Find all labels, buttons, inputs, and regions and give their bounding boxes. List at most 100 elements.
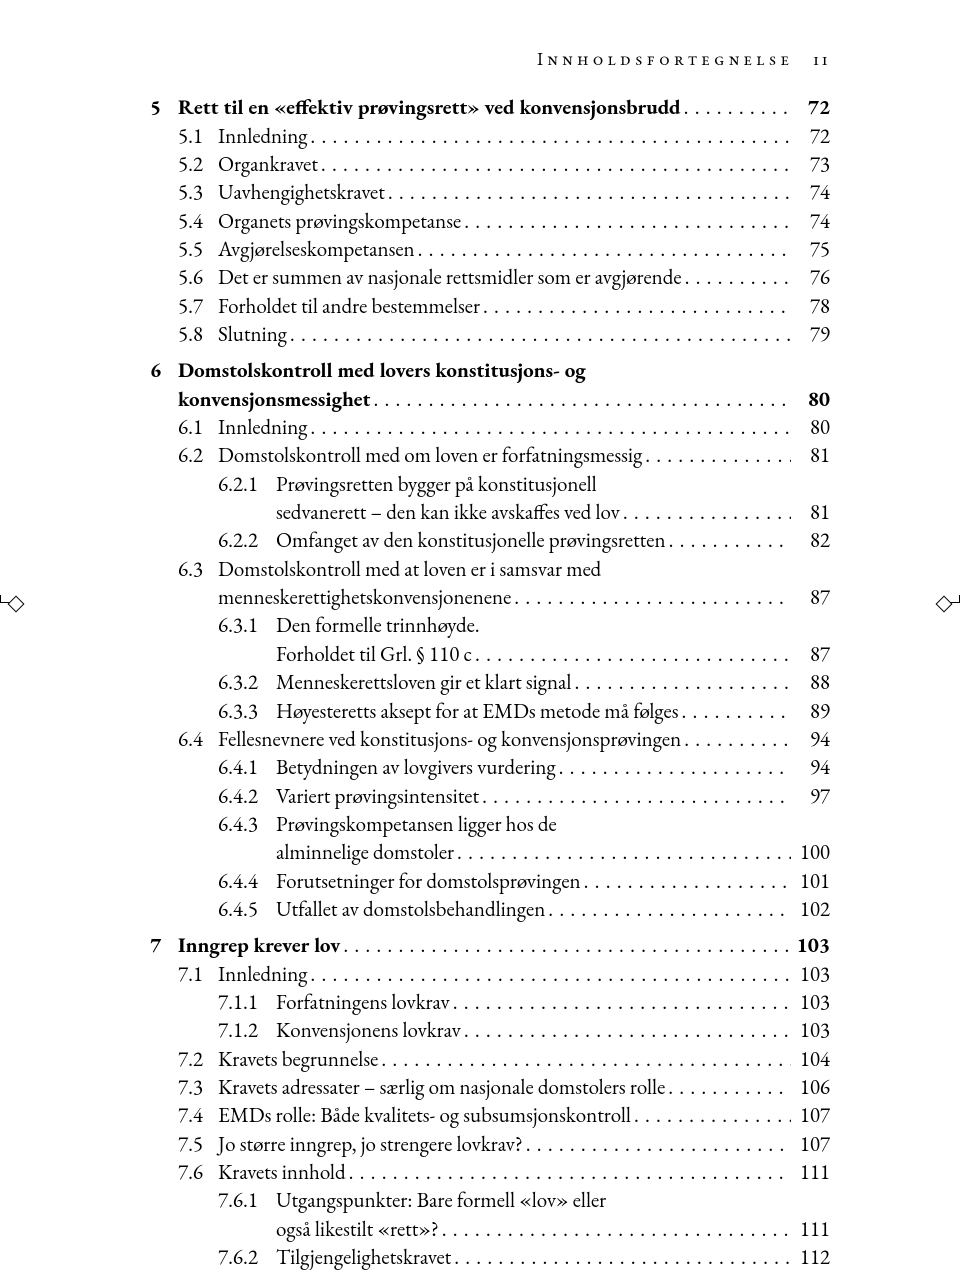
toc-entry-page: 107 [794,1131,830,1159]
toc-entry-number: 6.4 [178,726,218,754]
toc-entry-title: Organets prøvingskompetanse [218,208,461,236]
toc-entry-number: 5.3 [178,179,218,207]
header-page-number: 11 [813,48,830,71]
toc-leader-dots [349,1159,791,1187]
toc-entry-title: Forholdet til andre bestemmelser [218,293,480,321]
toc-entry-page: 106 [794,1074,830,1102]
toc-entry: 7Inngrep krever lov103 [150,932,830,960]
toc-entry-page: 88 [794,669,830,697]
table-of-contents: 5Rett til en «effektiv prøvingsrett» ved… [150,94,830,1272]
toc-entry-page: 102 [794,896,830,924]
toc-entry-page: 76 [794,264,830,292]
toc-entry-title: Domstolskontroll med at loven er i samsv… [218,556,601,584]
toc-leader-dots [526,1131,791,1159]
toc-entry-title: EMDs rolle: Både kvalitets- og subsumsjo… [218,1102,631,1130]
toc-entry-number: 6.4.5 [218,896,276,924]
toc-entry-title: Kravets begrunnelse [218,1046,378,1074]
toc-entry: 5.5Avgjørelseskompetansen 75 [178,236,830,264]
crop-mark-left [0,602,18,613]
toc-entry-page: 103 [794,989,830,1017]
toc-entry-number: 5.7 [178,293,218,321]
toc-entry-title: konvensjonsmessighet [178,386,370,414]
toc-entry-number: 5.5 [178,236,218,264]
toc-entry: 6.3Domstolskontroll med at loven er i sa… [178,556,830,584]
toc-entry-page: 78 [794,293,830,321]
toc-entry: 7.1.1Forfatningens lovkrav103 [218,989,830,1017]
toc-leader-dots [482,783,791,811]
toc-entry-title: Rett til en «effektiv prøvingsrett» ved … [178,94,681,122]
toc-leader-dots [381,1046,791,1074]
toc-entry: 6.4.3Prøvingskompetansen ligger hos de [218,811,830,839]
toc-entry-page: 75 [794,236,830,264]
toc-entry-page: 101 [794,868,830,896]
toc-entry-number: 6.4.1 [218,754,276,782]
toc-entry-title: Utfallet av domstolsbehandlingen [276,896,545,924]
toc-entry: 7.4EMDs rolle: Både kvalitets- og subsum… [178,1102,830,1130]
toc-entry: 5.2Organkravet73 [178,151,830,179]
toc-leader-dots [669,527,791,555]
toc-page: Innholdsfortegnelse 11 5Rett til en «eff… [0,0,960,1215]
toc-entry-title: Kravets innhold [218,1159,346,1187]
toc-leader-dots [457,839,791,867]
toc-leader-dots [684,94,791,122]
toc-entry-page: 80 [794,414,830,442]
toc-entry: 7.6.1Utgangspunkter: Bare formell «lov» … [218,1187,830,1215]
toc-entry-title: Jo større inngrep, jo strengere lovkrav? [218,1131,523,1159]
toc-entry: konvensjonsmessighet80 [150,386,830,414]
toc-entry-title: Innledning [218,961,307,989]
toc-entry: 6.4.4Forutsetninger for domstolsprøvinge… [218,868,830,896]
toc-entry-page: 103 [794,932,830,960]
toc-entry-number: 5.1 [178,123,218,151]
toc-entry-number: 7.1 [178,961,218,989]
toc-entry: 7.1.2Konvensjonens lovkrav103 [218,1017,830,1045]
toc-entry-page: 73 [794,151,830,179]
toc-entry: 7.1Innledning103 [178,961,830,989]
toc-entry-page: 81 [794,442,830,470]
header-title: Innholdsfortegnelse [537,48,793,71]
toc-entry-number: 7.5 [178,1131,218,1159]
toc-leader-dots [418,236,791,264]
toc-entry-number: 7 [150,932,178,960]
toc-entry: 6.2.2Omfanget av den konstitusjonelle pr… [218,527,830,555]
toc-entry-number: 7.6.2 [218,1244,276,1272]
toc-entry-title: Innledning [218,414,307,442]
toc-entry-page: 94 [794,726,830,754]
toc-entry-title: Avgjørelseskompetansen [218,236,415,264]
toc-leader-dots [684,726,791,754]
toc-entry-page: 87 [794,641,830,669]
toc-entry-title: Det er summen av nasjonale rettsmidler s… [218,264,682,292]
toc-leader-dots [475,641,791,669]
toc-entry-number: 5 [150,94,178,122]
toc-leader-dots [454,1244,791,1272]
toc-entry: 7.2Kravets begrunnelse104 [178,1046,830,1074]
toc-entry-title: Domstolskontroll med om loven er forfatn… [218,442,642,470]
toc-entry-title: Forholdet til Grl. § 110 c [276,641,472,669]
toc-entry-title: Kravets adressater – særlig om nasjonale… [218,1074,665,1102]
toc-entry: 6.4Fellesnevnere ved konstitusjons- og k… [178,726,830,754]
toc-entry-number: 6.1 [178,414,218,442]
toc-entry: også likestilt «rett»?111 [276,1216,830,1244]
toc-entry: 6.2.1Prøvingsretten bygger på konstitusj… [218,471,830,499]
toc-entry-page: 74 [794,179,830,207]
toc-entry-page: 103 [794,1017,830,1045]
toc-entry: 6.4.5Utfallet av domstolsbehandlingen 102 [218,896,830,924]
toc-leader-dots [645,442,791,470]
toc-entry: 6.2Domstolskontroll med om loven er forf… [178,442,830,470]
toc-entry: sedvanerett – den kan ikke avskaffes ved… [276,499,830,527]
toc-entry-title: Organkravet [218,151,318,179]
toc-entry-title: Domstolskontroll med lovers konstitusjon… [178,357,586,385]
toc-leader-dots [290,321,791,349]
toc-entry: 7.5Jo større inngrep, jo strengere lovkr… [178,1131,830,1159]
toc-entry-page: 107 [794,1102,830,1130]
toc-leader-dots [373,386,791,414]
toc-entry-page: 74 [794,208,830,236]
toc-entry-number: 6.4.4 [218,868,276,896]
toc-entry-number: 6.2.1 [218,471,276,499]
toc-leader-dots [310,961,791,989]
toc-entry-title: menneskerettighetskonvensjonenene [218,584,511,612]
toc-entry: 7.6Kravets innhold111 [178,1159,830,1187]
toc-entry: 7.3Kravets adressater – særlig om nasjon… [178,1074,830,1102]
toc-entry-title: sedvanerett – den kan ikke avskaffes ved… [276,499,620,527]
toc-entry-number: 5.6 [178,264,218,292]
toc-entry: 5.4Organets prøvingskompetanse74 [178,208,830,236]
